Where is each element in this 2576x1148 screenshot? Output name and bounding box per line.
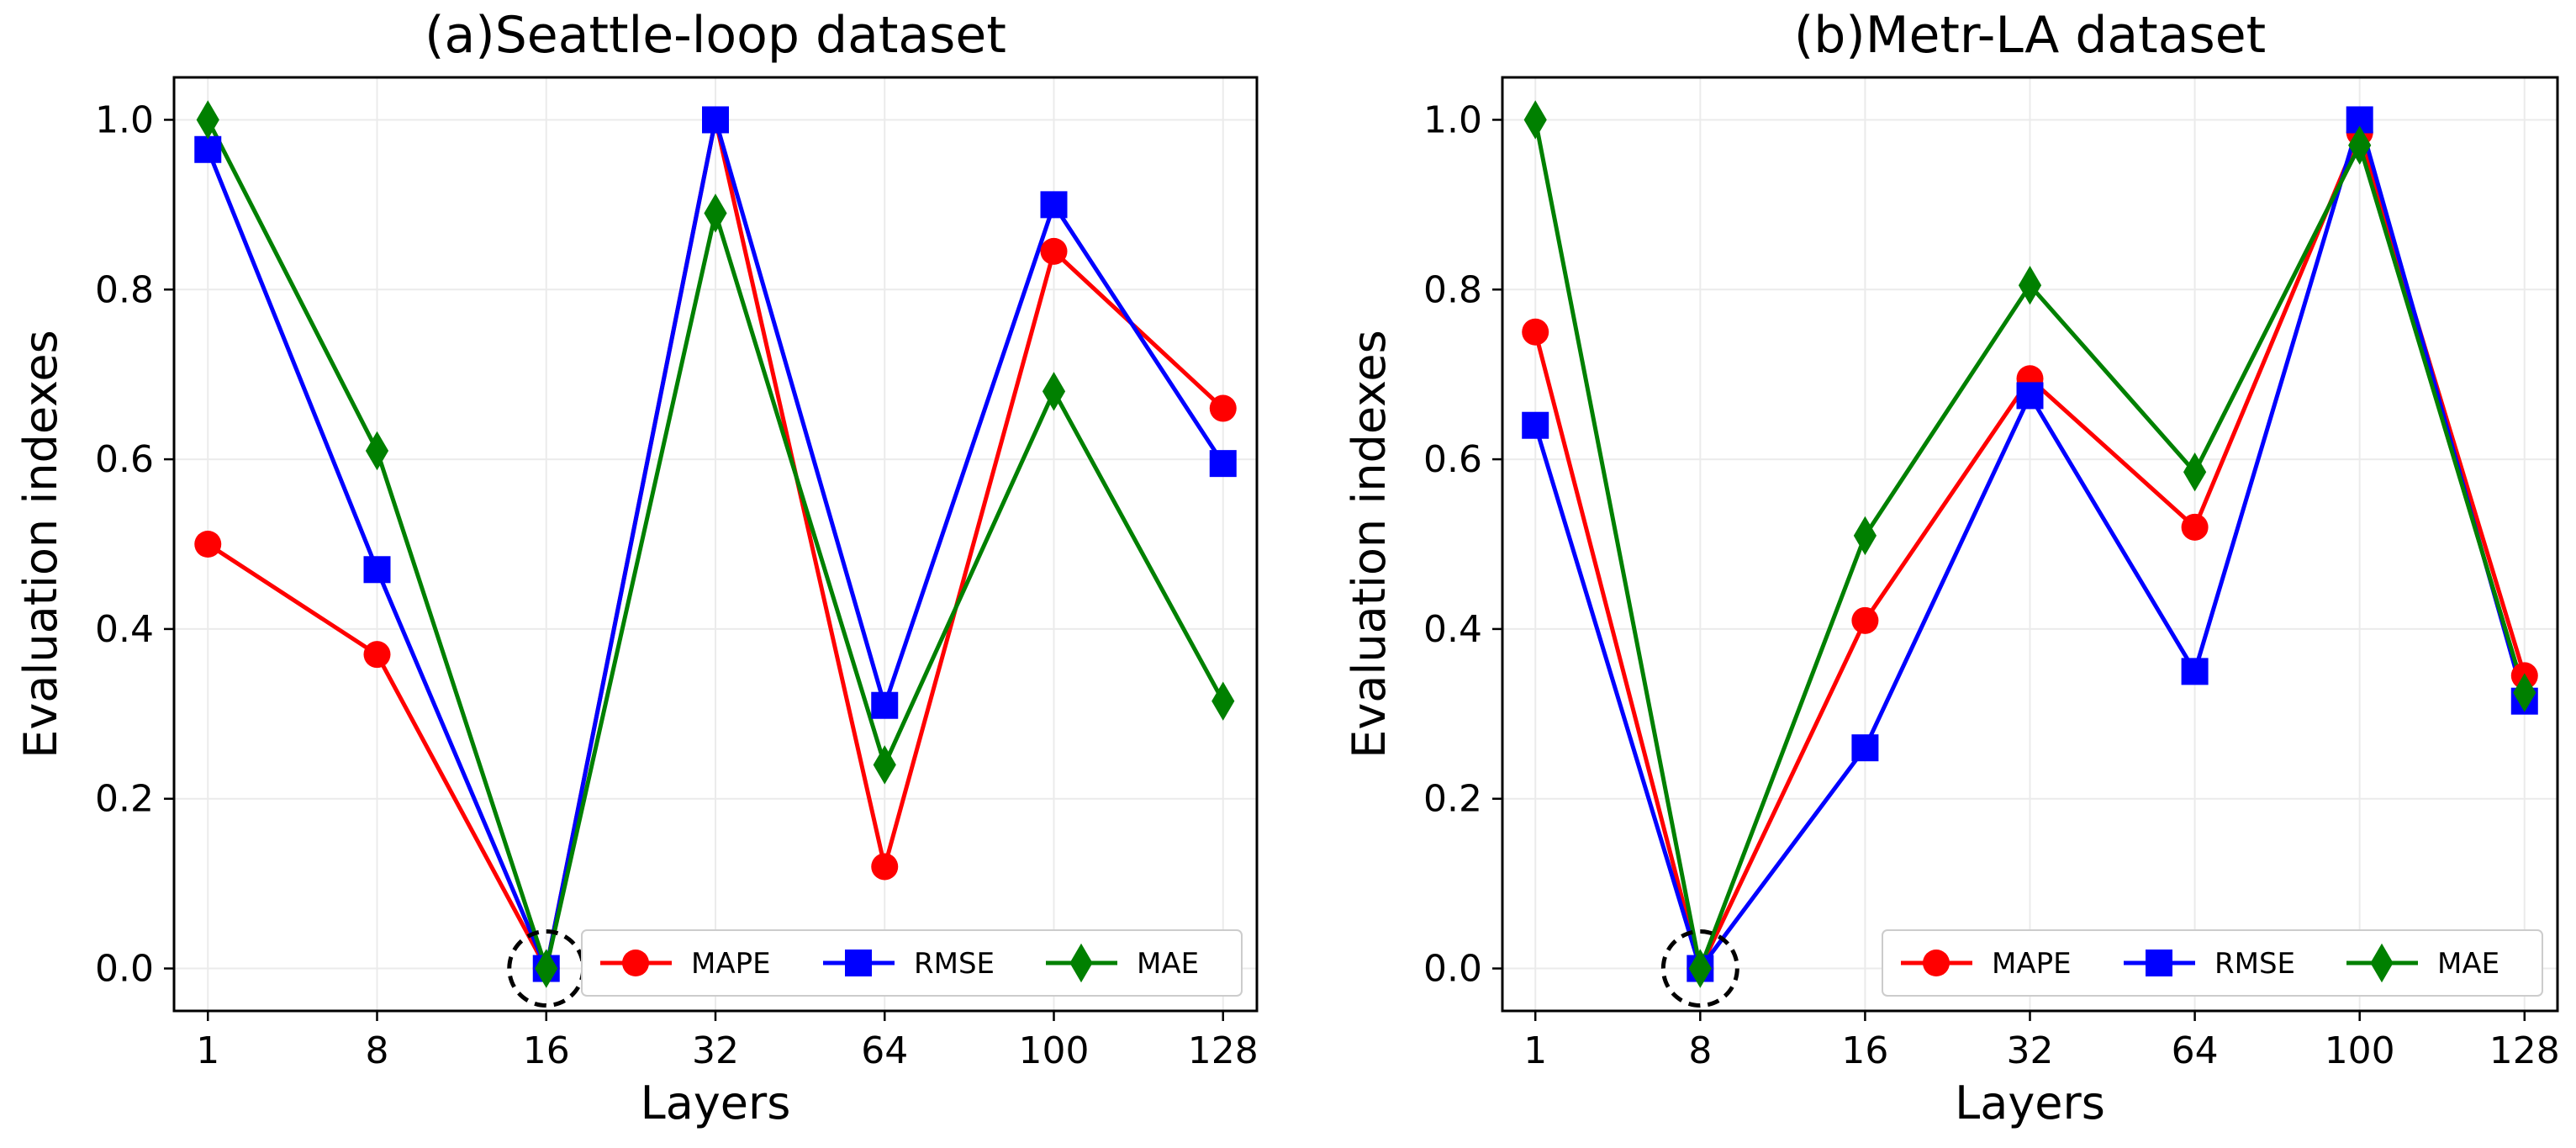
data-point-square bbox=[1209, 450, 1237, 478]
legend-label-mae: MAE bbox=[1137, 947, 1199, 981]
data-point-square bbox=[2181, 658, 2209, 685]
data-point-square bbox=[363, 556, 391, 584]
x-tick-label: 16 bbox=[1841, 1029, 1888, 1072]
data-point-square bbox=[1851, 734, 1879, 762]
data-point-circle bbox=[2181, 513, 2209, 541]
y-tick-label: 0.4 bbox=[95, 608, 154, 651]
data-point-diamond bbox=[1211, 681, 1235, 721]
plot-frame bbox=[172, 76, 1259, 1013]
y-tick-label: 0.8 bbox=[1423, 268, 1482, 311]
plot-frame bbox=[1501, 76, 2559, 1013]
data-point-circle bbox=[194, 531, 222, 558]
chart-metr-la: (b)Metr-LA dataset 1 8 16 32 64 100 128 0.0 0.2 0.… bbox=[1343, 6, 2560, 1129]
y-axis-label: Evaluation indexes bbox=[1343, 330, 1396, 759]
data-point-circle bbox=[622, 950, 649, 976]
chart-title: (b)Metr-LA dataset bbox=[1794, 6, 2266, 65]
chart-seattle-loop: (a)Seattle-loop dataset 1 8 16 32 64 100 128 0.0… bbox=[14, 6, 1259, 1129]
data-point-square bbox=[845, 950, 872, 976]
x-axis-label: Layers bbox=[1955, 1077, 2105, 1129]
data-point-diamond bbox=[365, 431, 389, 471]
legend-label-mape: MAPE bbox=[1992, 947, 2072, 981]
legend-box bbox=[1882, 929, 2543, 997]
data-point-square bbox=[2146, 950, 2172, 976]
x-axis-label: Layers bbox=[641, 1077, 791, 1129]
y-tick-label: 0.0 bbox=[1423, 948, 1482, 991]
data-point-circle bbox=[1851, 606, 1879, 634]
data-point-diamond bbox=[2513, 673, 2536, 712]
legend-label-rmse: RMSE bbox=[914, 947, 995, 981]
data-point-circle bbox=[1209, 394, 1237, 422]
legend-label-rmse: RMSE bbox=[2214, 947, 2295, 981]
x-tick-label: 64 bbox=[2172, 1029, 2219, 1072]
data-point-diamond bbox=[196, 100, 219, 140]
y-tick-label: 0.6 bbox=[1423, 438, 1482, 481]
data-point-square bbox=[871, 691, 899, 719]
legend-box bbox=[581, 929, 1243, 997]
data-point-square bbox=[1522, 411, 1549, 439]
x-tick-label: 128 bbox=[1188, 1029, 1259, 1072]
x-tick-label: 128 bbox=[2489, 1029, 2560, 1072]
data-point-diamond bbox=[2018, 266, 2042, 305]
data-point-diamond bbox=[2183, 452, 2207, 492]
data-point-diamond bbox=[873, 745, 896, 785]
highlight-circle bbox=[1660, 929, 1739, 1008]
data-point-diamond bbox=[1042, 372, 1066, 411]
x-tick-label: 16 bbox=[523, 1029, 570, 1072]
x-tick-label: 1 bbox=[1523, 1029, 1547, 1072]
data-point-square bbox=[194, 135, 222, 163]
data-point-circle bbox=[1923, 950, 1950, 976]
y-tick-label: 0.2 bbox=[1423, 778, 1482, 821]
data-point-square bbox=[2016, 382, 2044, 410]
y-tick-label: 0.2 bbox=[95, 778, 154, 821]
x-tick-label: 64 bbox=[861, 1029, 908, 1072]
x-tick-label: 100 bbox=[2325, 1029, 2395, 1072]
y-tick-label: 0.8 bbox=[95, 268, 154, 311]
chart-title: (a)Seattle-loop dataset bbox=[425, 6, 1006, 65]
data-point-square bbox=[702, 106, 729, 134]
x-tick-label: 100 bbox=[1019, 1029, 1090, 1072]
data-point-diamond bbox=[1523, 100, 1547, 140]
data-point-circle bbox=[363, 641, 391, 669]
x-tick-label: 32 bbox=[2007, 1029, 2054, 1072]
y-axis-label: Evaluation indexes bbox=[14, 330, 67, 759]
data-point-circle bbox=[871, 853, 899, 881]
y-tick-label: 0.4 bbox=[1423, 608, 1482, 651]
data-point-diamond bbox=[2348, 125, 2372, 165]
x-tick-label: 8 bbox=[1688, 1029, 1712, 1072]
data-point-diamond bbox=[1853, 516, 1877, 556]
data-point-square bbox=[1040, 191, 1068, 219]
data-point-circle bbox=[1522, 318, 1549, 346]
y-tick-label: 1.0 bbox=[95, 98, 154, 141]
x-tick-label: 1 bbox=[196, 1029, 219, 1072]
y-tick-label: 0.0 bbox=[95, 948, 154, 991]
data-point-diamond bbox=[2370, 943, 2394, 983]
data-point-diamond bbox=[704, 193, 727, 233]
data-point-circle bbox=[1040, 237, 1068, 265]
legend-label-mae: MAE bbox=[2437, 947, 2499, 981]
y-tick-label: 1.0 bbox=[1423, 98, 1482, 141]
x-tick-label: 32 bbox=[692, 1029, 739, 1072]
y-tick-label: 0.6 bbox=[95, 438, 154, 481]
data-point-diamond bbox=[535, 949, 558, 988]
data-point-diamond bbox=[1688, 949, 1712, 988]
x-tick-label: 8 bbox=[366, 1029, 389, 1072]
data-point-diamond bbox=[1069, 943, 1093, 983]
legend-label-mape: MAPE bbox=[691, 947, 771, 981]
